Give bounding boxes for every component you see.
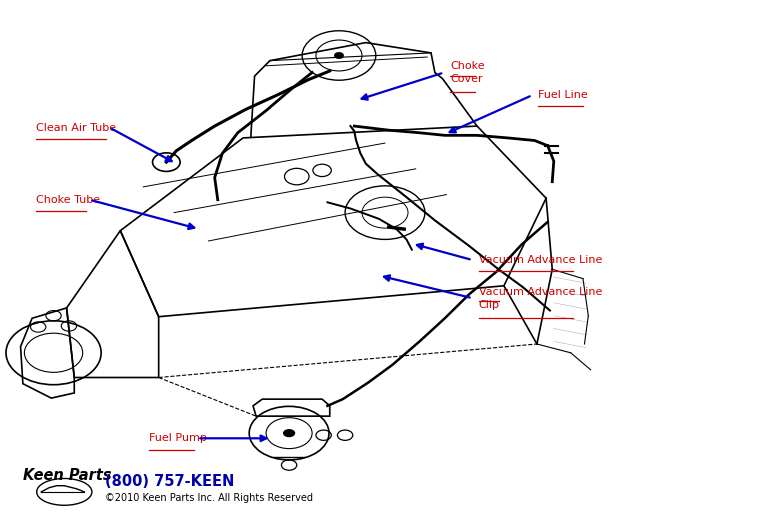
Text: Choke
Cover: Choke Cover bbox=[450, 61, 485, 84]
Text: Vacuum Advance Line: Vacuum Advance Line bbox=[479, 255, 602, 265]
Ellipse shape bbox=[37, 479, 92, 505]
Text: Clean Air Tube: Clean Air Tube bbox=[36, 123, 116, 133]
Text: Keen Parts: Keen Parts bbox=[23, 468, 112, 482]
Text: ©2010 Keen Parts Inc. All Rights Reserved: ©2010 Keen Parts Inc. All Rights Reserve… bbox=[105, 493, 313, 503]
Text: Vacuum Advance Line
Clip: Vacuum Advance Line Clip bbox=[479, 287, 602, 310]
Text: Fuel Pump: Fuel Pump bbox=[149, 433, 206, 443]
Text: Choke Tube: Choke Tube bbox=[36, 195, 100, 205]
Text: Fuel Line: Fuel Line bbox=[538, 90, 588, 100]
Circle shape bbox=[334, 52, 343, 59]
Circle shape bbox=[283, 429, 295, 437]
Text: (800) 757-KEEN: (800) 757-KEEN bbox=[105, 473, 234, 488]
